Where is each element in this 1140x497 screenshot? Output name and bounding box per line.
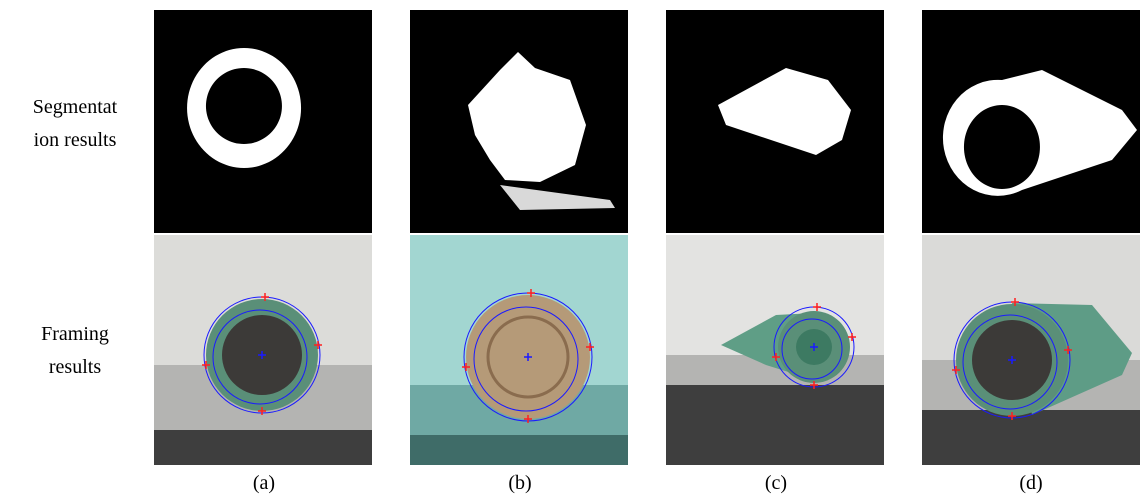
segmentation-image	[922, 10, 1140, 233]
row-label: Framing	[41, 323, 109, 345]
shelf-front	[666, 385, 884, 465]
figure: Segmentat ion results Framing results (a…	[0, 0, 1140, 497]
framing-image	[410, 235, 628, 465]
shelf-front	[922, 410, 1140, 465]
framing-image	[154, 235, 372, 465]
shelf-front	[410, 435, 628, 465]
caption: (d)	[1019, 472, 1042, 494]
segmentation-image	[154, 10, 372, 233]
caption: (c)	[765, 472, 787, 494]
figure-canvas: Segmentat ion results Framing results (a…	[0, 0, 1140, 497]
row-label: Segmentat	[33, 96, 118, 118]
segmentation-image	[666, 10, 884, 233]
background	[154, 10, 372, 233]
caption: (a)	[253, 472, 275, 494]
segmentation-image	[410, 10, 628, 233]
shelf-front	[154, 430, 372, 465]
row-label: ion results	[34, 129, 117, 151]
framing-image	[922, 235, 1140, 465]
caption: (b)	[508, 472, 531, 494]
row-label: results	[49, 356, 101, 378]
framing-image	[666, 235, 884, 465]
